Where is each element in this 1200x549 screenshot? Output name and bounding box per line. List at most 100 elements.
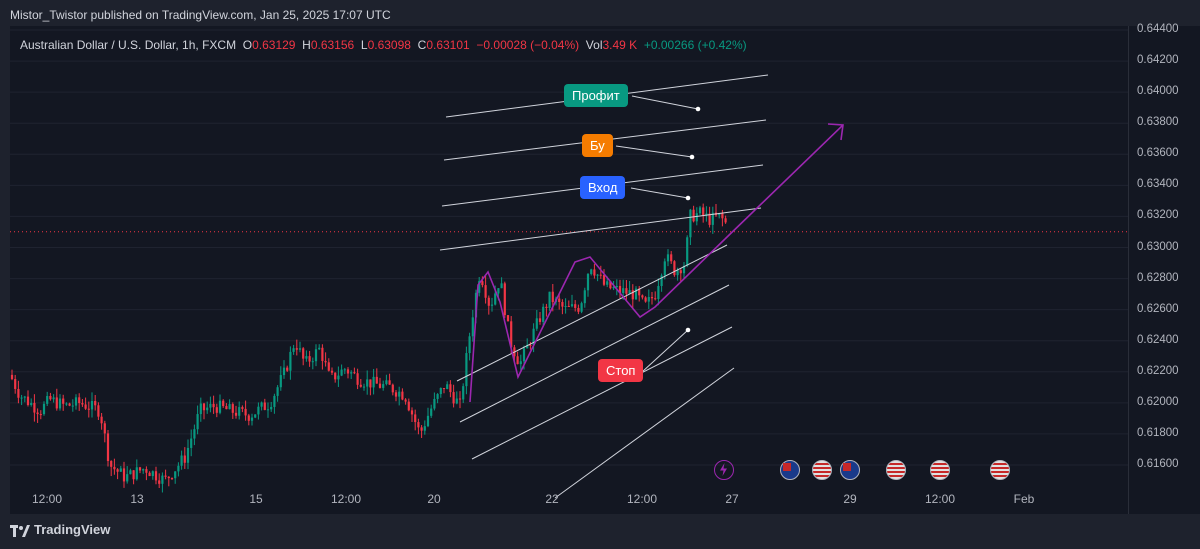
lightning-icon[interactable] <box>714 460 734 480</box>
candle-body <box>663 261 666 276</box>
candle-body <box>78 397 81 404</box>
stop-tag[interactable]: Стоп <box>598 359 644 382</box>
candle-body <box>273 395 276 407</box>
candle-body <box>542 306 545 322</box>
candle-body <box>100 416 103 424</box>
symbol-label[interactable]: Australian Dollar / U.S. Dollar, 1h, FXC… <box>20 38 237 52</box>
price-tick: 0.61800 <box>1137 426 1179 439</box>
candle-body <box>142 469 145 471</box>
candle-body <box>116 469 119 472</box>
candle-body <box>314 349 318 362</box>
candle-body <box>510 321 513 348</box>
time-tick: 22 <box>545 492 559 506</box>
usa-flag-icon[interactable] <box>930 460 950 480</box>
breakeven-tag[interactable]: Бу <box>582 134 613 157</box>
candle-body <box>206 407 209 411</box>
chart-canvas[interactable] <box>10 26 1128 514</box>
time-tick: 12:00 <box>330 492 362 506</box>
candle-body <box>558 298 561 302</box>
candle-body <box>135 467 138 480</box>
candle-body <box>90 400 94 410</box>
candle-body <box>439 388 442 395</box>
candle-body <box>548 291 551 308</box>
candle-body <box>129 470 132 475</box>
candle-body <box>222 400 225 407</box>
candle-body <box>420 427 423 431</box>
candle-body <box>526 344 529 349</box>
candle-body <box>196 414 199 430</box>
candle-body <box>654 298 657 300</box>
candle-body <box>574 304 577 308</box>
change-value: −0.00028 (−0.04%) <box>476 38 580 52</box>
candle-body <box>292 348 295 352</box>
candle-body <box>394 392 398 397</box>
entry-tag[interactable]: Вход <box>580 176 626 199</box>
low-value: 0.63098 <box>367 38 411 52</box>
candle-body <box>138 467 142 471</box>
candle-body <box>158 480 161 484</box>
candle-body <box>497 288 500 294</box>
candle-body <box>186 447 190 463</box>
time-tick: 12:00 <box>626 492 658 506</box>
candle-body <box>462 386 465 400</box>
candle-body <box>538 318 542 322</box>
trend-line <box>459 284 730 423</box>
annotation-connector <box>630 187 689 199</box>
candle-body <box>641 295 644 298</box>
annotation-connector <box>631 95 699 110</box>
candle-body <box>503 283 506 316</box>
usa-flag-icon[interactable] <box>990 460 1010 480</box>
candle-body <box>702 207 705 216</box>
candle-body <box>81 403 84 405</box>
australia-flag-icon[interactable] <box>840 460 860 480</box>
candle-body <box>218 400 222 413</box>
candle-body <box>366 379 369 387</box>
usa-flag-icon[interactable] <box>812 460 832 480</box>
time-axis[interactable]: 12:00 13 15 12:00 20 22 12:00 27 29 12:00 Feb <box>10 484 1128 514</box>
candle-body <box>481 281 484 286</box>
australia-flag-icon[interactable] <box>780 460 800 480</box>
projection-arrow-head <box>827 123 844 141</box>
candle-body <box>30 402 33 406</box>
candle-body <box>244 408 247 416</box>
profit-tag[interactable]: Профит <box>564 84 628 107</box>
price-chart[interactable] <box>10 26 1128 514</box>
candle-body <box>266 409 270 411</box>
price-tick: 0.62200 <box>1137 364 1179 377</box>
candle-body <box>500 283 503 289</box>
candle-body <box>228 404 231 410</box>
trend-line <box>439 207 762 251</box>
candle-body <box>535 318 538 329</box>
candle-body <box>199 403 202 415</box>
candle-body <box>372 376 375 388</box>
candle-body <box>650 296 654 299</box>
price-tick: 0.64200 <box>1137 54 1179 67</box>
candle-body <box>295 348 298 350</box>
time-tick: 12:00 <box>924 492 956 506</box>
price-tick: 0.63800 <box>1137 116 1179 129</box>
time-tick: 15 <box>249 492 263 506</box>
candle-body <box>401 391 404 400</box>
candle-body <box>270 406 273 410</box>
candle-body <box>516 356 519 365</box>
candle-body <box>10 374 14 380</box>
usa-flag-icon[interactable] <box>886 460 906 480</box>
candle-body <box>190 438 193 448</box>
candle-body <box>404 399 407 402</box>
candle-body <box>583 290 586 304</box>
candle-body <box>154 471 158 481</box>
candle-body <box>414 414 417 423</box>
candle-body <box>33 402 36 413</box>
candle-body <box>241 407 244 409</box>
candle-body <box>590 269 593 274</box>
candle-body <box>106 433 110 462</box>
candle-body <box>20 397 23 399</box>
candle-body <box>705 213 708 216</box>
close-label: C <box>417 38 427 52</box>
candle-body <box>660 275 663 287</box>
price-axis[interactable]: 0.64400 0.64200 0.64000 0.63800 0.63600 0.634… <box>1128 23 1200 514</box>
candle-body <box>254 414 257 418</box>
annotation-point <box>689 154 695 160</box>
candle-body <box>279 375 282 388</box>
